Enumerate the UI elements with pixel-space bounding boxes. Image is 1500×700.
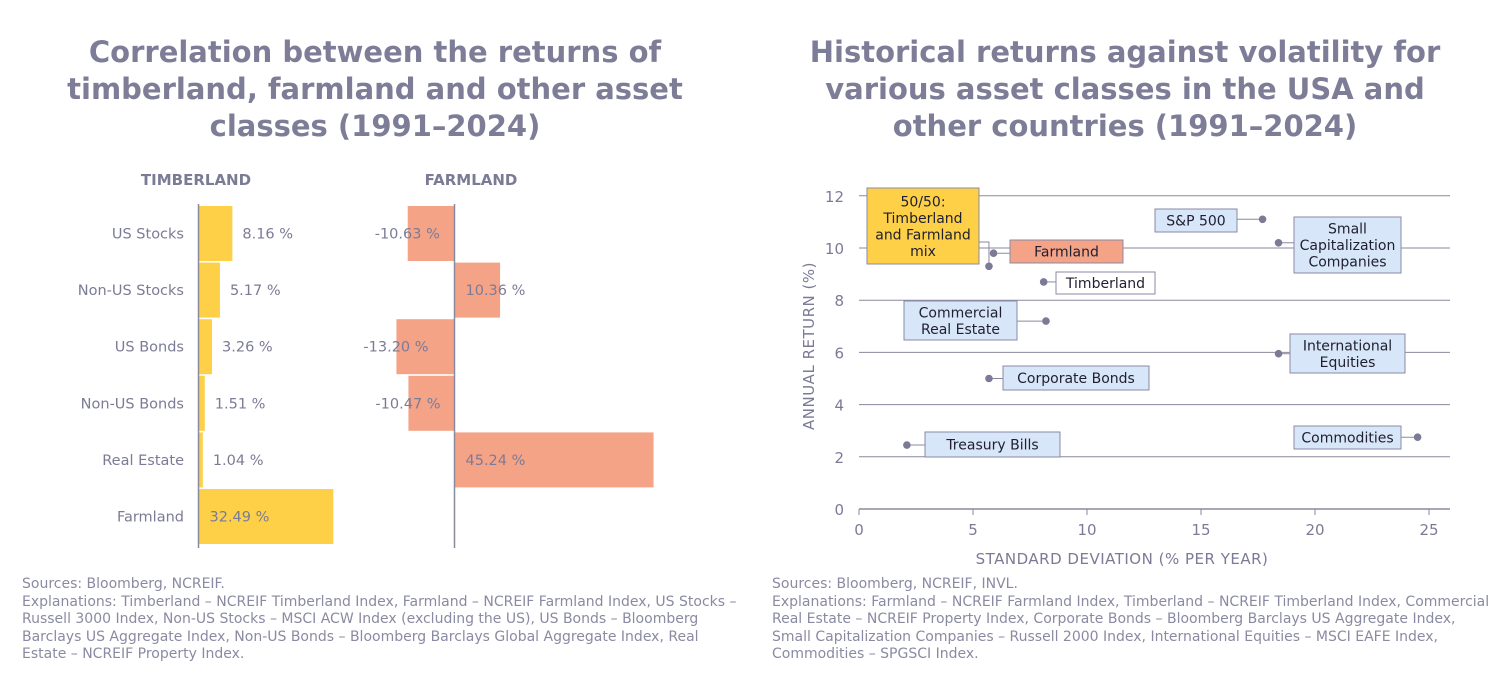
x-tick-label-15: 15 xyxy=(1191,521,1210,539)
label-box-small-capitalization-companies xyxy=(1293,216,1402,274)
right-chart-title: Historical returns against volatility fo… xyxy=(809,35,1441,143)
correlation-bar-chart: TIMBERLAND FARMLAND US Stocks 8.16 % -10.63 … xyxy=(78,171,654,548)
timberland-value-label-real-estate: 1.04 % xyxy=(213,453,264,469)
farmland-column-header: FARMLAND xyxy=(425,171,518,189)
point-label-commercial-real-estate: Commercial Real Estate xyxy=(919,305,1003,338)
timberland-column-header: TIMBERLAND xyxy=(141,171,251,189)
left-explanations-note: Explanations: Timberland – NCREIF Timber… xyxy=(22,593,737,663)
label-box-timberland xyxy=(1055,271,1156,295)
timberland-value-label-us-bonds: 3.26 % xyxy=(222,340,273,356)
point-label-s-p-500: S&P 500 xyxy=(1166,214,1225,230)
label-box-commercial-real-estate xyxy=(903,300,1018,341)
category-label-farmland: Farmland xyxy=(117,510,184,526)
x-tick-label-10: 10 xyxy=(1077,521,1096,539)
point-label-50-50-timberland-and-farmland-mix: 50/50: Timberland and Farmland mix xyxy=(875,194,971,260)
timberland-bar-us-bonds xyxy=(198,319,213,375)
timberland-bar-non-us-bonds xyxy=(198,375,205,431)
x-tick-label-0: 0 xyxy=(854,521,864,539)
x-tick-label-25: 25 xyxy=(1419,521,1438,539)
data-point-timberland xyxy=(1039,278,1048,286)
y-tick-label-4: 4 xyxy=(834,397,844,415)
farmland-bar-non-us-bonds xyxy=(408,375,455,431)
data-point-commodities xyxy=(1413,433,1422,442)
point-label-small-capitalization-companies: Small Capitalization Companies xyxy=(1300,222,1396,271)
category-label-real-estate: Real Estate xyxy=(102,453,184,469)
label-box-corporate-bonds xyxy=(1002,365,1150,391)
farmland-bar-us-stocks xyxy=(407,206,455,261)
y-tick-label-6: 6 xyxy=(834,344,844,362)
point-label-treasury-bills: Treasury Bills xyxy=(945,438,1038,454)
y-tick-label-8: 8 xyxy=(834,292,844,310)
y-tick-label-2: 2 xyxy=(834,449,844,467)
connector-50-50-timberland-and-farmland-mix xyxy=(979,241,990,267)
label-box-50-50-timberland-and-farmland-mix xyxy=(866,187,980,265)
category-label-non-us-stocks: Non-US Stocks xyxy=(78,283,184,299)
timberland-value-label-farmland: 32.49 % xyxy=(210,510,270,526)
return-volatility-scatter-chart: 0 2 4 6 8 10 12 0 5 10 15 20 25 STANDARD DEVIATION (%… xyxy=(800,187,1450,568)
label-box-international-equities xyxy=(1289,333,1406,374)
timberland-value-label-us-stocks: 8.16 % xyxy=(242,227,293,243)
point-label-commodities: Commodities xyxy=(1301,431,1393,447)
farmland-bar-us-bonds xyxy=(396,319,455,375)
category-label-us-stocks: US Stocks xyxy=(112,227,184,243)
left-sources-note: Sources: Bloomberg, NCREIF. xyxy=(22,576,225,592)
point-label-timberland: Timberland xyxy=(1065,276,1145,292)
data-point-farmland xyxy=(989,249,998,258)
x-tick-label-20: 20 xyxy=(1305,521,1324,539)
farmland-bar-non-us-stocks xyxy=(454,262,501,318)
data-point-50-50-timberland-and-farmland-mix xyxy=(985,262,993,271)
y-tick-label-0: 0 xyxy=(834,501,844,519)
data-point-treasury-bills xyxy=(903,441,911,449)
label-box-s-p-500 xyxy=(1154,208,1238,233)
x-tick-label-5: 5 xyxy=(968,521,978,539)
data-point-international-equities xyxy=(1274,349,1283,358)
x-axis-title: STANDARD DEVIATION (% PER YEAR) xyxy=(976,550,1269,568)
category-label-us-bonds: US Bonds xyxy=(115,340,184,356)
farmland-value-label-real-estate: 45.24 % xyxy=(466,453,526,469)
y-tick-label-10: 10 xyxy=(825,240,844,258)
timberland-bar-non-us-stocks xyxy=(198,262,220,318)
right-explanations-note: Explanations: Farmland – NCREIF Farmland… xyxy=(772,593,1490,663)
farmland-value-label-non-us-bonds: -10.47 % xyxy=(375,396,440,412)
y-tick-label-12: 12 xyxy=(825,188,844,206)
point-label-farmland: Farmland xyxy=(1034,245,1099,261)
left-chart-title: Correlation between the returns of timbe… xyxy=(67,35,683,143)
left-footer: Sources: Bloomberg, NCREIF. Explanations… xyxy=(22,576,742,664)
right-sources-note: Sources: Bloomberg, NCREIF, INVL. xyxy=(772,576,1018,592)
farmland-value-label-us-stocks: -10.63 % xyxy=(375,227,440,243)
timberland-value-label-non-us-stocks: 5.17 % xyxy=(230,283,281,299)
point-label-international-equities: International Equities xyxy=(1303,338,1392,371)
data-point-s-p-500 xyxy=(1258,215,1267,224)
timberland-bar-real-estate xyxy=(198,432,203,488)
y-axis-title: ANNUAL RETURN (%) xyxy=(800,262,818,430)
label-box-farmland xyxy=(1009,239,1124,264)
label-box-treasury-bills xyxy=(924,431,1061,458)
data-point-commercial-real-estate xyxy=(1042,317,1050,325)
timberland-value-label-non-us-bonds: 1.51 % xyxy=(215,396,266,412)
label-box-commodities xyxy=(1293,425,1402,450)
farmland-value-label-us-bonds: -13.20 % xyxy=(363,340,428,356)
farmland-value-label-non-us-stocks: 10.36 % xyxy=(466,283,526,299)
data-point-corporate-bonds xyxy=(985,374,993,383)
category-label-non-us-bonds: Non-US Bonds xyxy=(81,396,184,412)
farmland-bar-real-estate xyxy=(454,432,654,488)
data-point-small-capitalization-companies xyxy=(1274,238,1283,247)
timberland-bar-farmland xyxy=(198,489,334,544)
point-label-corporate-bonds: Corporate Bonds xyxy=(1017,371,1135,387)
right-footer: Sources: Bloomberg, NCREIF, INVL. Explan… xyxy=(772,576,1492,664)
timberland-bar-us-stocks xyxy=(198,206,233,261)
